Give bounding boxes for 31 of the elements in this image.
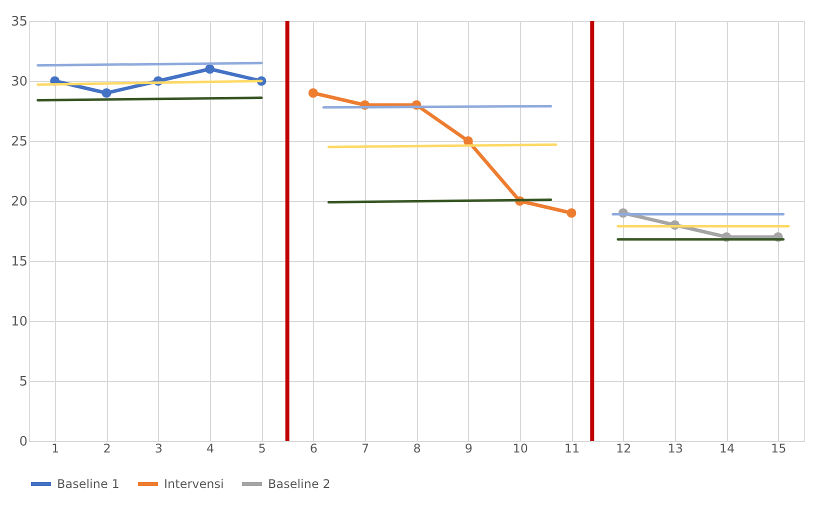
y-tick-label: 30 (10, 74, 28, 90)
point (205, 64, 215, 74)
x-tick-label: 5 (258, 442, 266, 456)
legend-label: Intervensi (164, 477, 224, 491)
y-tick-label: 25 (10, 134, 28, 150)
y-tick-label: 15 (10, 254, 28, 270)
point (463, 136, 473, 146)
y-tick-label: 5 (19, 374, 28, 390)
x-tick-label: 11 (564, 442, 580, 456)
point (102, 88, 112, 98)
x-tick-label: 14 (719, 442, 735, 456)
x-tick-label: 2 (103, 442, 111, 456)
y-tick-label: 20 (10, 194, 28, 210)
y-tick-label: 10 (10, 314, 28, 330)
x-tick-label: 3 (154, 442, 162, 456)
point (308, 88, 318, 98)
y-tick-label: 35 (10, 14, 28, 30)
x-tick-label: 7 (362, 442, 370, 456)
y-tick-label: 0 (19, 434, 28, 450)
x-tick-label: 1 (52, 442, 60, 456)
legend-label: Baseline 2 (268, 477, 330, 491)
x-tick-label: 6 (310, 442, 318, 456)
x-tick-label: 12 (616, 442, 632, 456)
legend-label: Baseline 1 (57, 477, 120, 491)
point (566, 208, 576, 218)
x-tick-label: 10 (512, 442, 528, 456)
x-tick-label: 9 (464, 442, 472, 456)
x-tick-label: 15 (771, 442, 786, 456)
x-tick-label: 8 (413, 442, 421, 456)
x-tick-label: 13 (668, 442, 683, 456)
x-tick-label: 4 (206, 442, 214, 456)
